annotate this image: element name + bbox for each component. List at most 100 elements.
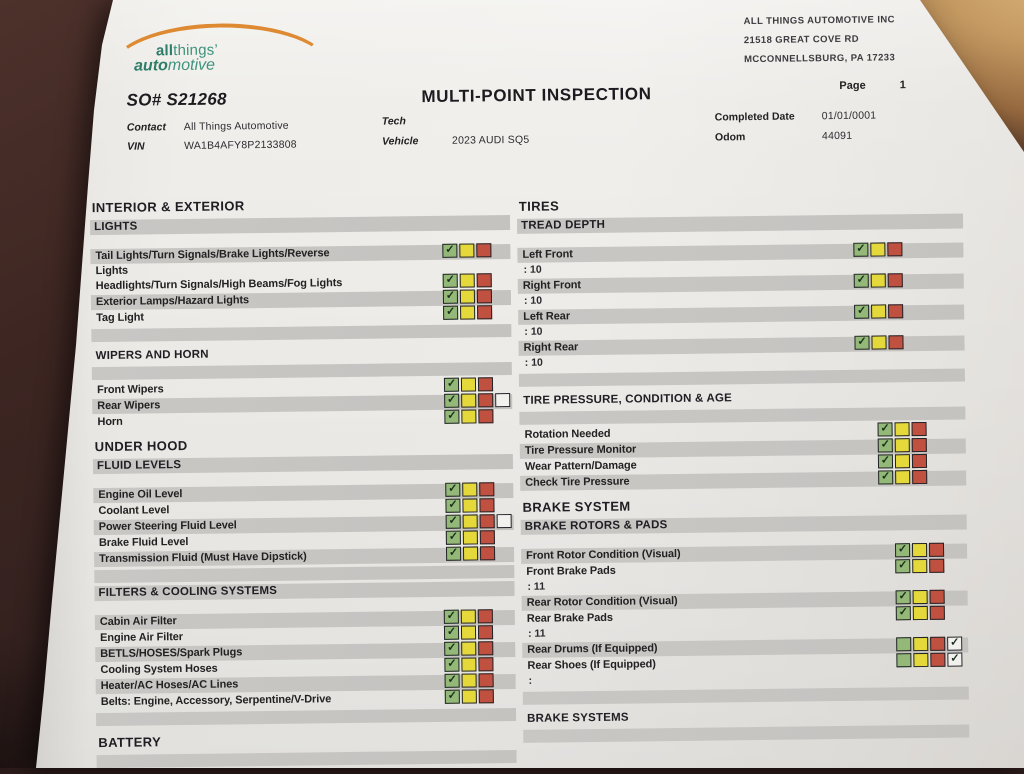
status-box-bad — [930, 652, 946, 667]
check-mark-icon: ✓ — [445, 273, 455, 286]
status-box-good: ✓ — [444, 641, 460, 656]
status-box-bad — [912, 469, 928, 485]
status-box-caution — [459, 289, 476, 304]
check-mark-icon: ✓ — [898, 559, 908, 572]
status-box-good: ✓ — [442, 243, 458, 258]
check-mark-icon: ✓ — [448, 498, 458, 511]
status-checkboxes: ✓ — [854, 335, 904, 350]
page-label: Page — [839, 79, 866, 92]
status-checkboxes: ✓ — [442, 273, 492, 288]
status-box-na: ✓ — [947, 636, 963, 651]
status-box-good: ✓ — [877, 454, 894, 469]
status-checkboxes: ✓ — [442, 243, 492, 258]
status-box-good: ✓ — [443, 625, 460, 640]
status-checkboxes: ✓ — [877, 421, 927, 437]
status-box-good: ✓ — [444, 393, 460, 408]
item-label: Brake Fluid Level — [98, 535, 189, 550]
company-address: ALL THINGS AUTOMOTIVE INC 21518 GREAT CO… — [743, 10, 896, 69]
document-title: MULTI-POINT INSPECTION — [421, 84, 652, 107]
status-box-bad — [477, 625, 494, 640]
status-checkboxes: ✓ — [444, 689, 494, 704]
check-mark-icon: ✓ — [447, 393, 457, 406]
page-number: 1 — [899, 79, 906, 92]
status-box-caution — [911, 542, 928, 558]
status-box-bad — [476, 289, 493, 304]
status-box-bad — [930, 636, 946, 651]
item-label: Check Tire Pressure — [525, 475, 630, 489]
odometer-label: Odom — [714, 131, 746, 144]
check-mark-icon: ✓ — [448, 530, 458, 543]
divider-band — [94, 564, 515, 584]
status-box-good: ✓ — [442, 273, 458, 288]
section-header-brake_systems: BRAKE SYSTEMS — [527, 711, 629, 725]
status-box-bad — [477, 377, 494, 392]
company-city: MCCONNELLSBURG, PA 17233 — [743, 52, 896, 66]
divider-band — [96, 749, 517, 768]
item-label: Engine Air Filter — [99, 631, 183, 645]
section-header-tires: TIRES — [518, 198, 560, 214]
status-box-good — [896, 653, 912, 668]
item-label: Engine Oil Level — [98, 488, 183, 502]
status-checkboxes: ✓ — [444, 657, 494, 672]
tech-label: Tech — [381, 115, 406, 128]
item-label: Left Rear — [523, 310, 571, 323]
status-box-bad — [478, 689, 494, 704]
status-box-good: ✓ — [444, 657, 460, 672]
divider-band — [91, 324, 512, 343]
status-box-bad — [888, 304, 904, 319]
status-box-good: ✓ — [442, 289, 459, 304]
status-box-good: ✓ — [854, 304, 870, 319]
status-box-good: ✓ — [445, 514, 461, 529]
status-box-caution — [460, 625, 477, 640]
check-mark-icon: ✓ — [856, 304, 867, 317]
check-mark-icon: ✓ — [447, 657, 457, 670]
status-box-caution — [870, 242, 886, 257]
status-box-bad — [478, 673, 494, 688]
completed-date-value: 01/01/0001 — [821, 109, 877, 123]
status-checkboxes: ✓ — [444, 409, 494, 424]
status-box-caution — [895, 470, 911, 485]
item-label: Belts: Engine, Accessory, Serpentine/V-D… — [100, 693, 332, 709]
status-box-bad — [911, 453, 928, 469]
status-box-caution — [461, 657, 477, 672]
item-label: BETLS/HOSES/Spark Plugs — [100, 646, 243, 661]
status-box-bad — [911, 421, 927, 437]
status-box-bad — [477, 609, 493, 624]
item-label: Rear Wipers — [97, 399, 161, 413]
check-mark-icon: ✓ — [445, 289, 456, 302]
item-label: Horn — [97, 415, 123, 429]
divider-band — [522, 686, 969, 705]
status-box-good: ✓ — [444, 689, 460, 704]
status-box-good: ✓ — [877, 438, 893, 453]
status-box-caution — [462, 546, 479, 561]
item-label: Power Steering Fluid Level — [98, 519, 237, 534]
status-box-bad — [888, 335, 904, 350]
section-header-under_hood: UNDER HOOD — [94, 437, 188, 455]
status-box-bad — [479, 530, 495, 545]
status-box-good: ✓ — [853, 273, 869, 288]
status-box-caution — [460, 609, 476, 624]
item-label: Transmission Fluid (Must Have Dipstick) — [99, 550, 307, 566]
status-checkboxes: ✓ — [443, 609, 493, 624]
check-mark-icon: ✓ — [950, 636, 960, 649]
status-box-na — [495, 393, 511, 408]
status-checkboxes: ✓ — [444, 393, 511, 408]
status-checkboxes: ✓ — [443, 305, 493, 320]
status-box-bad — [929, 605, 945, 620]
check-mark-icon: ✓ — [446, 377, 457, 390]
status-checkboxes: ✓ — [895, 589, 945, 605]
status-box-caution — [871, 304, 887, 319]
section-header-wipers_horn: WIPERS AND HORN — [95, 348, 209, 363]
status-checkboxes: ✓ — [896, 652, 963, 668]
status-box-na — [496, 514, 512, 529]
status-box-good: ✓ — [854, 335, 870, 350]
status-checkboxes: ✓ — [444, 641, 494, 656]
status-box-caution — [460, 305, 476, 320]
status-box-caution — [461, 409, 477, 424]
status-box-bad — [887, 242, 903, 257]
vehicle-label: Vehicle — [381, 135, 419, 148]
check-mark-icon: ✓ — [898, 590, 908, 603]
item-label: Headlights/Turn Signals/High Beams/Fog L… — [95, 277, 343, 293]
item-label: Cabin Air Filter — [99, 615, 177, 629]
